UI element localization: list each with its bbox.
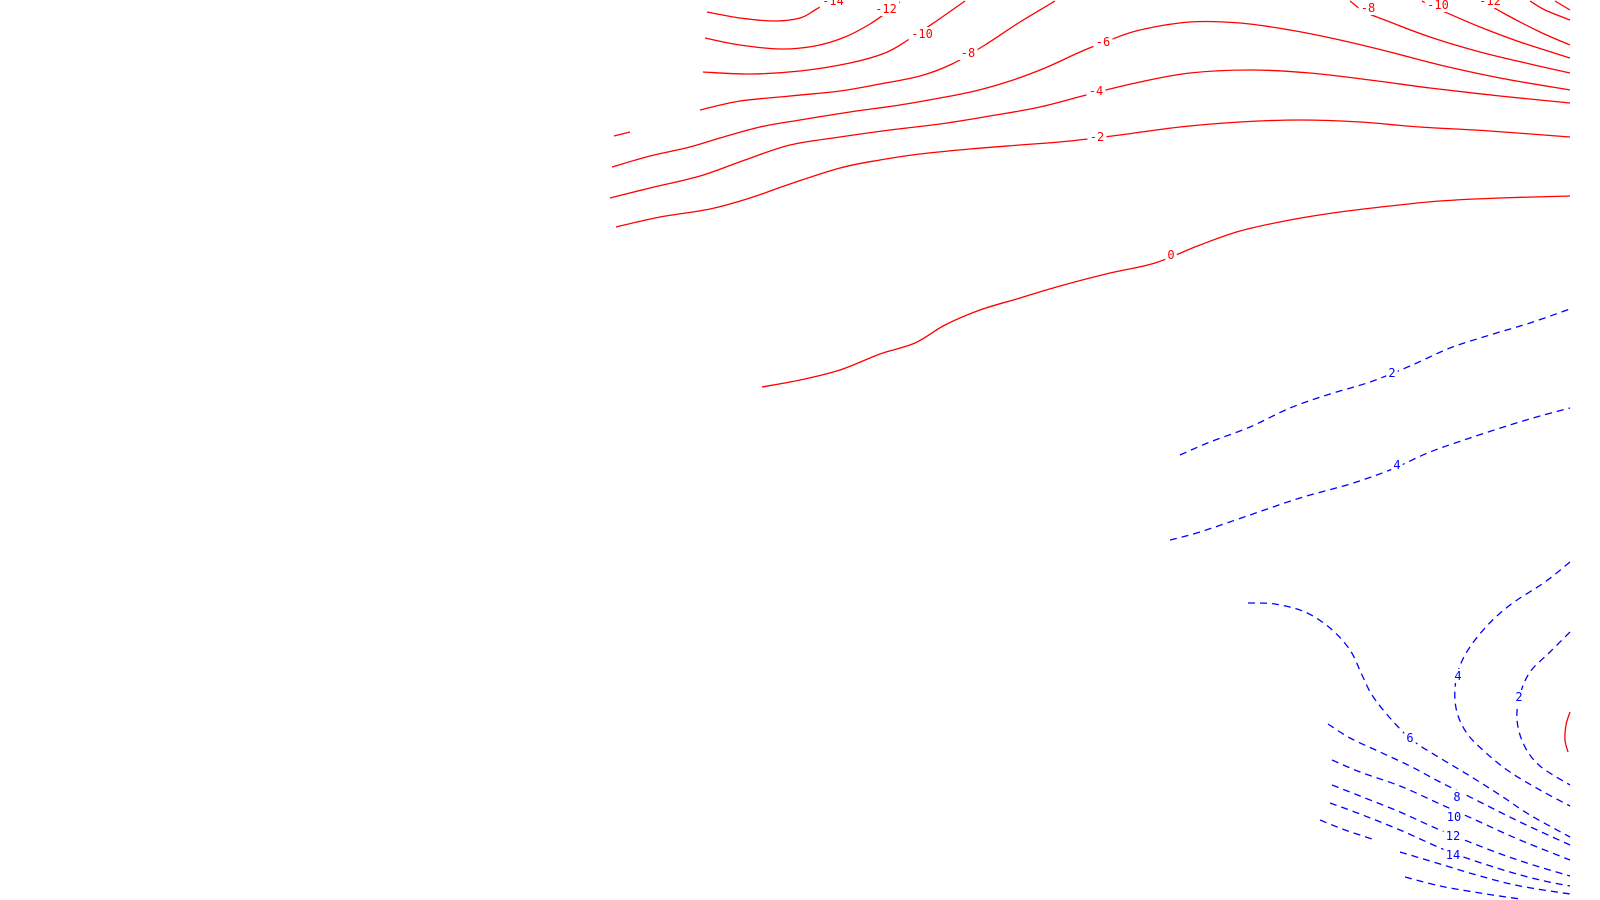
contour-labels: -14 -12 -10 -8 -6 -4 -2 -8 -10 -12 0 2 4 4 2 6 8 10 12 14 [819,0,1525,862]
contour-label-background [1093,35,1113,49]
contour-line-level-minus-14 [1529,0,1571,21]
contour-line-level-minus-10 [702,0,966,75]
contour-label-background [1476,0,1504,8]
contour-label: -4 [1089,84,1103,98]
contour-label: -2 [1090,130,1104,144]
contour-label-background [1452,669,1464,683]
contour-line-level-minus-16 [613,131,631,137]
contour-line-level-4 [1169,407,1571,541]
contour-line-level-6 [1247,602,1571,838]
contour-line-level-minus-2 [1564,711,1571,753]
contour-line-level-10 [1331,759,1571,861]
contour-line-level-4 [1454,561,1571,807]
contour-line-level-16 [1319,819,1376,841]
contour-label-background [958,46,978,60]
contour-label: -14 [822,0,844,8]
contour-label-background [1443,829,1463,843]
contour-label-background [908,27,936,41]
contour-label-background [819,0,847,8]
contour-line-level-8 [1327,723,1571,846]
contour-label: 12 [1446,829,1460,843]
contour-label: 6 [1406,731,1413,745]
contour-label-background [1444,810,1464,824]
contour-label-background [1404,731,1416,745]
contour-label: 2 [1515,690,1522,704]
contour-label: 8 [1453,790,1460,804]
contour-label-background [872,2,900,16]
contour-label: -8 [961,46,975,60]
contour-label-background [1443,848,1463,862]
contour-lines [609,0,1571,900]
contour-label-background [1513,690,1525,704]
contour-line-level-minus-14 [706,1,829,22]
contour-label: 4 [1393,458,1400,472]
contour-label-background [1086,84,1106,98]
contour-label: 10 [1447,810,1461,824]
contour-label: 0 [1167,248,1174,262]
contour-label-background [1087,130,1107,144]
contour-label: 14 [1446,848,1460,862]
contour-label: -10 [1427,0,1449,12]
contour-line-level-2 [1516,631,1571,786]
contour-line-level-minus-8 [1349,0,1571,74]
contour-label: 2 [1388,366,1395,380]
contour-label: -12 [1479,0,1501,8]
contour-label: -12 [875,2,897,16]
contour-label: 4 [1454,669,1461,683]
contour-label: -6 [1096,35,1110,49]
contour-line-level-minus-4 [609,69,1571,199]
contour-label: -8 [1361,1,1375,15]
contour-line-level-16 [1399,851,1571,895]
contour-line-level-minus-12 [704,1,901,50]
contour-line-level-2 [1179,308,1571,456]
contour-line-level-0 [761,195,1571,388]
contour-line-level-18 [1404,876,1521,900]
contour-label-background [1358,1,1378,15]
contour-label-background [1451,790,1463,804]
contour-label-background [1165,248,1177,262]
contour-line-level-minus-16 [1554,0,1571,11]
contour-label-background [1391,458,1403,472]
contour-label-background [1424,0,1452,12]
contour-line-level-minus-6 [611,20,1571,168]
contour-label: -10 [911,27,933,41]
contour-label-background [1386,366,1398,380]
contour-line-level-minus-2 [615,119,1571,228]
contour-line-level-12 [1331,784,1571,877]
contour-line-level-minus-8 [699,0,1056,111]
